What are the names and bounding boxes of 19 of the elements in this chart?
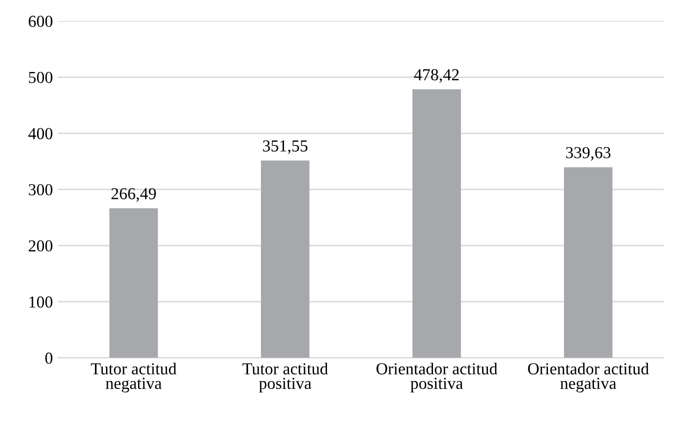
y-tick-label: 100 (29, 296, 52, 308)
y-tick-label: 500 (28, 72, 52, 84)
y-tick-label: 300 (28, 184, 52, 196)
y-tick-label: 0 (45, 352, 52, 364)
y-tick-label: 600 (28, 16, 52, 27)
bar (564, 167, 612, 358)
bar (109, 208, 158, 358)
bar (260, 160, 310, 358)
x-tick-label: Orientador actitud positiva (376, 362, 498, 392)
x-tick-label: Tutor actitud positiva (242, 362, 328, 392)
y-tick-label: 200 (28, 240, 52, 252)
data-label: 339,63 (566, 147, 610, 161)
x-tick-label: Tutor actitud negativa (90, 362, 176, 392)
data-label: 351,55 (263, 140, 308, 154)
data-label: 266,49 (111, 188, 156, 202)
data-label: 478,42 (414, 69, 459, 83)
bar (412, 89, 461, 358)
y-tick-label: 400 (28, 128, 52, 140)
x-tick-label: Orientador actitud negativa (528, 362, 649, 392)
